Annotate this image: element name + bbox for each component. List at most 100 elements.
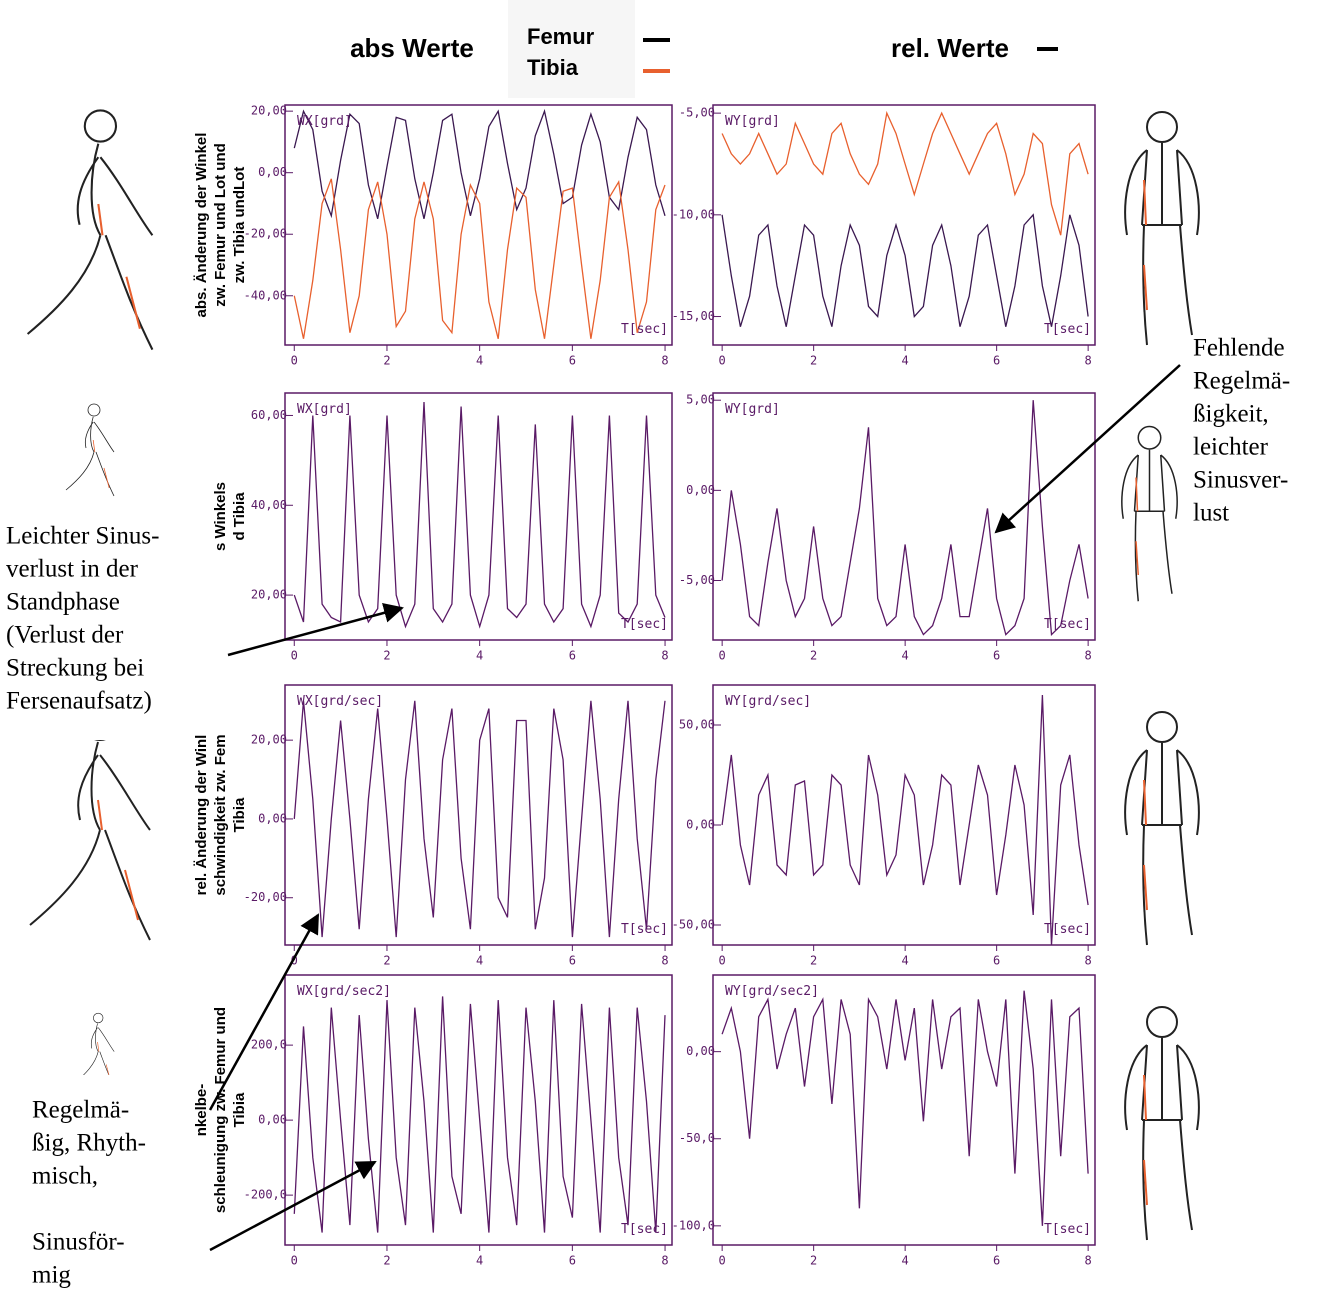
x-tick-label: 2 (383, 954, 390, 968)
inner-label: WY[grd] (725, 402, 780, 417)
x-tick-label: 8 (661, 649, 668, 663)
x-tick-label: 6 (569, 649, 576, 663)
x-tick-label: 2 (383, 354, 390, 368)
y-tick-label: 20,00 (251, 733, 287, 747)
y-axis-label: schleunigung zw. Femur und (212, 1007, 229, 1213)
x-axis-label: T[sec] (621, 922, 668, 937)
legend-label: Tibia (527, 55, 579, 80)
x-tick-label: 6 (993, 649, 1000, 663)
y-tick-label: 0,00 (686, 1044, 715, 1058)
chart: 0,00-50,0-100,002468WY[grd/sec2]T[sec] (672, 975, 1095, 1268)
y-axis-label: Tibia (231, 1092, 248, 1127)
y-axis-label: zw. Tibia undLot (231, 167, 248, 284)
x-tick-label: 6 (993, 954, 1000, 968)
y-tick-label: 50,00 (679, 718, 715, 732)
x-tick-label: 6 (569, 1254, 576, 1268)
x-tick-label: 6 (569, 354, 576, 368)
y-tick-label: -50,0 (679, 1131, 715, 1145)
x-tick-label: 8 (661, 354, 668, 368)
annotation: ßigkeit, (1193, 401, 1269, 428)
plot-frame (713, 393, 1095, 640)
inner-label: WY[grd] (725, 114, 780, 129)
annotation: verlust in der (6, 556, 139, 583)
x-tick-label: 8 (1085, 354, 1092, 368)
y-axis-label: s Winkels (212, 482, 229, 551)
x-tick-label: 6 (569, 954, 576, 968)
y-tick-label: 0,00 (686, 818, 715, 832)
x-tick-label: 4 (476, 954, 483, 968)
figure (1125, 112, 1199, 345)
plot-frame (285, 685, 672, 945)
header-title: rel. Werte (891, 33, 1009, 63)
x-tick-label: 0 (719, 354, 726, 368)
x-axis-label: T[sec] (621, 322, 668, 337)
inner-label: WX[grd/sec] (297, 694, 383, 709)
y-axis-label: schwindigkeit zw. Fem (212, 734, 229, 895)
x-tick-label: 8 (661, 954, 668, 968)
annotation: ßig, Rhyth- (32, 1130, 146, 1157)
x-axis-label: T[sec] (621, 617, 668, 632)
x-tick-label: 2 (383, 1254, 390, 1268)
x-axis-label: T[sec] (621, 1222, 668, 1237)
y-tick-label: 0,00 (258, 811, 287, 825)
page: abs Werte rel. Werte FemurTibia20,000,00… (0, 0, 1335, 1311)
y-tick-label: 20,00 (251, 104, 287, 118)
annotation: Fehlende (1193, 335, 1285, 362)
chart: 20,000,00-20,0002468WX[grd/sec]T[sec]rel… (193, 685, 672, 968)
x-tick-label: 2 (810, 354, 817, 368)
x-axis-label: T[sec] (1044, 1222, 1091, 1237)
x-tick-label: 2 (810, 649, 817, 663)
figure (1125, 712, 1199, 945)
x-tick-label: 4 (476, 649, 483, 663)
x-axis-label: T[sec] (1044, 922, 1091, 937)
x-tick-label: 8 (1085, 954, 1092, 968)
x-tick-label: 4 (476, 354, 483, 368)
x-tick-label: 2 (383, 649, 390, 663)
y-tick-label: 60,00 (251, 408, 287, 422)
inner-label: WY[grd/sec] (725, 694, 811, 709)
figure (28, 110, 153, 349)
x-tick-label: 4 (902, 954, 909, 968)
x-tick-label: 6 (993, 354, 1000, 368)
annotation: Regelmä- (1193, 368, 1290, 395)
x-tick-label: 0 (719, 1254, 726, 1268)
y-tick-label: -5,00 (679, 106, 715, 120)
x-tick-label: 2 (810, 954, 817, 968)
chart: 50,00 0,00 -50,00 0 2 4 6 8 WY[grd/sec] T[sec] (672, 685, 1095, 968)
x-tick-label: 4 (902, 1254, 909, 1268)
inner-label: WX[grd] (297, 114, 352, 129)
annotation: Regelmä- (32, 1097, 129, 1124)
y-axis-label: zw. Femur und Lot und (212, 143, 229, 307)
y-tick-label: 0,00 (258, 165, 287, 179)
y-tick-label: -50,00 (672, 918, 715, 932)
y-tick-label: 5,00 (686, 393, 715, 407)
x-tick-label: 0 (719, 649, 726, 663)
figure (1125, 1007, 1199, 1240)
y-tick-label: 0,00 (258, 1113, 287, 1127)
y-tick-label: -15,00 (672, 309, 715, 323)
legend-label: Femur (527, 24, 595, 49)
y-axis-label: d Tibia (231, 492, 248, 541)
plot-frame (285, 105, 672, 345)
annotation: Standphase (6, 589, 120, 616)
y-tick-label: -20,00 (244, 227, 287, 241)
annotation: leichter (1193, 434, 1269, 461)
chart: 5,000,00-5,0002468WY[grd]T[sec] (679, 393, 1095, 663)
x-tick-label: 0 (291, 649, 298, 663)
x-tick-label: 4 (476, 1254, 483, 1268)
annotation: Fersenaufsatz) (6, 688, 152, 715)
x-axis-label: T[sec] (1044, 322, 1091, 337)
annotation: misch, (32, 1163, 98, 1190)
inner-label: WX[grd/sec2] (297, 984, 391, 999)
annotation: Sinusför- (32, 1229, 125, 1256)
x-tick-label: 0 (719, 954, 726, 968)
x-tick-label: 6 (993, 1254, 1000, 1268)
y-axis-label: rel. Änderung der Winl (193, 735, 210, 896)
x-tick-label: 8 (661, 1254, 668, 1268)
y-tick-label: 0,00 (686, 483, 715, 497)
x-tick-label: 4 (902, 354, 909, 368)
y-tick-label: -40,00 (244, 288, 287, 302)
